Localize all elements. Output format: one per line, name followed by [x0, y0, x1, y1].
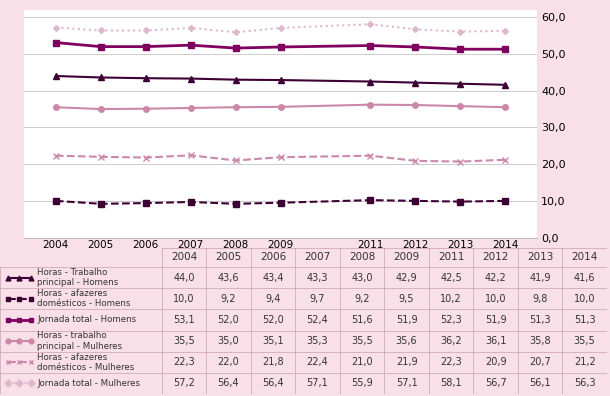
- Text: 53,1: 53,1: [173, 315, 195, 325]
- Text: Horas - Trabalho
principal - Homens: Horas - Trabalho principal - Homens: [37, 268, 118, 287]
- Text: 9,2: 9,2: [221, 294, 236, 304]
- Text: 22,3: 22,3: [440, 357, 462, 367]
- Text: 22,4: 22,4: [307, 357, 328, 367]
- Text: 2009: 2009: [393, 252, 420, 262]
- Text: 51,3: 51,3: [529, 315, 551, 325]
- Text: 52,4: 52,4: [307, 315, 328, 325]
- Text: 21,8: 21,8: [262, 357, 284, 367]
- Text: 9,2: 9,2: [354, 294, 370, 304]
- Text: 41,6: 41,6: [574, 272, 595, 283]
- Text: 2006: 2006: [260, 252, 286, 262]
- Text: 2011: 2011: [438, 252, 464, 262]
- Text: 43,6: 43,6: [218, 272, 239, 283]
- Text: 51,6: 51,6: [351, 315, 373, 325]
- Text: 22,0: 22,0: [218, 357, 239, 367]
- Text: 36,1: 36,1: [485, 336, 506, 346]
- Text: Jornada total - Homens: Jornada total - Homens: [37, 316, 136, 324]
- Text: 51,9: 51,9: [396, 315, 417, 325]
- Text: 35,6: 35,6: [396, 336, 417, 346]
- Text: 10,0: 10,0: [485, 294, 506, 304]
- Text: 35,1: 35,1: [262, 336, 284, 346]
- Text: 9,4: 9,4: [265, 294, 281, 304]
- Text: 20,7: 20,7: [529, 357, 551, 367]
- Text: 52,0: 52,0: [218, 315, 239, 325]
- Text: 21,2: 21,2: [574, 357, 595, 367]
- Text: 10,0: 10,0: [574, 294, 595, 304]
- Text: 42,9: 42,9: [396, 272, 417, 283]
- Text: 56,7: 56,7: [485, 379, 506, 388]
- Text: 42,2: 42,2: [485, 272, 506, 283]
- Text: 35,5: 35,5: [351, 336, 373, 346]
- Text: 51,3: 51,3: [574, 315, 595, 325]
- Text: 21,0: 21,0: [351, 357, 373, 367]
- Text: Horas - afazeres
domésticos - Mulheres: Horas - afazeres domésticos - Mulheres: [37, 352, 134, 372]
- Text: 2012: 2012: [483, 252, 509, 262]
- Text: 56,1: 56,1: [529, 379, 551, 388]
- Text: 52,0: 52,0: [262, 315, 284, 325]
- Text: 9,8: 9,8: [533, 294, 548, 304]
- Text: 42,5: 42,5: [440, 272, 462, 283]
- Text: Horas - afazeres
domésticos - Homens: Horas - afazeres domésticos - Homens: [37, 289, 131, 308]
- Text: 51,9: 51,9: [485, 315, 506, 325]
- Text: 57,2: 57,2: [173, 379, 195, 388]
- Text: 2005: 2005: [215, 252, 242, 262]
- Text: 43,0: 43,0: [351, 272, 373, 283]
- Text: 44,0: 44,0: [173, 272, 195, 283]
- Text: Horas - trabalho
principal - Mulheres: Horas - trabalho principal - Mulheres: [37, 331, 122, 351]
- Text: 9,7: 9,7: [310, 294, 325, 304]
- Text: 56,4: 56,4: [218, 379, 239, 388]
- Text: 35,3: 35,3: [307, 336, 328, 346]
- Text: 55,9: 55,9: [351, 379, 373, 388]
- Text: 43,4: 43,4: [262, 272, 284, 283]
- Text: 35,8: 35,8: [529, 336, 551, 346]
- Text: 43,3: 43,3: [307, 272, 328, 283]
- Text: 22,3: 22,3: [173, 357, 195, 367]
- Text: 2013: 2013: [527, 252, 553, 262]
- Text: 36,2: 36,2: [440, 336, 462, 346]
- Text: 2014: 2014: [572, 252, 598, 262]
- Text: 57,1: 57,1: [396, 379, 417, 388]
- Text: 10,0: 10,0: [173, 294, 195, 304]
- Text: 58,1: 58,1: [440, 379, 462, 388]
- Text: 2007: 2007: [304, 252, 331, 262]
- Text: 56,4: 56,4: [262, 379, 284, 388]
- Text: 56,3: 56,3: [574, 379, 595, 388]
- Text: Jornada total - Mulheres: Jornada total - Mulheres: [37, 379, 140, 388]
- Text: 21,9: 21,9: [396, 357, 417, 367]
- Text: 20,9: 20,9: [485, 357, 506, 367]
- Text: 52,3: 52,3: [440, 315, 462, 325]
- Text: 2008: 2008: [349, 252, 375, 262]
- Text: 41,9: 41,9: [529, 272, 551, 283]
- Text: 35,5: 35,5: [173, 336, 195, 346]
- Text: 57,1: 57,1: [307, 379, 328, 388]
- Text: 35,0: 35,0: [218, 336, 239, 346]
- Text: 35,5: 35,5: [574, 336, 595, 346]
- Text: 2004: 2004: [171, 252, 197, 262]
- Text: 9,5: 9,5: [399, 294, 414, 304]
- Text: 10,2: 10,2: [440, 294, 462, 304]
